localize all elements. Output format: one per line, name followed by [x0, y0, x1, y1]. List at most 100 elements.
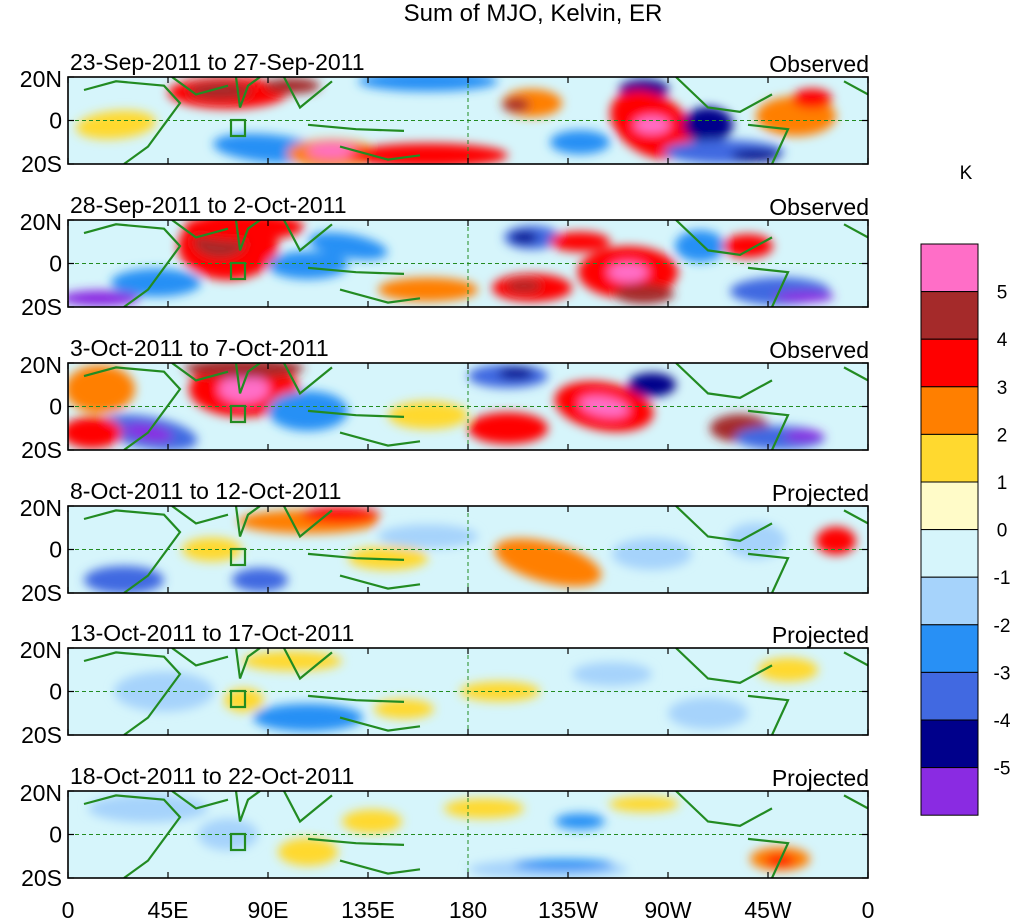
colorbar-swatch — [920, 624, 979, 673]
latitude-label: 20S — [21, 151, 62, 177]
map-panel-4: 8-Oct-2011 to 12-Oct-2011 Projected 20N 0 20… — [20, 478, 869, 606]
longitude-label: 90W — [644, 897, 692, 923]
coastlines — [83, 77, 868, 164]
field-blob — [358, 77, 498, 92]
colorbar-swatch — [920, 243, 979, 293]
field-blob — [634, 115, 670, 134]
field-blob — [300, 506, 380, 523]
coastline — [83, 794, 182, 878]
field-blob — [342, 809, 402, 834]
field-blob — [184, 220, 304, 241]
field-blob — [774, 290, 834, 303]
latitude-label: 0 — [49, 679, 62, 705]
longitude-label: 0 — [862, 897, 875, 923]
coastlines — [83, 220, 868, 307]
coastline — [307, 552, 405, 561]
colorbar-swatch — [920, 291, 979, 340]
coastline — [234, 363, 261, 394]
panel-status: Observed — [769, 337, 869, 363]
colorbar-label: 5 — [997, 283, 1008, 304]
panel-status: Observed — [769, 51, 869, 77]
colorbar-swatch — [920, 576, 979, 626]
colorbar-swatch — [920, 481, 979, 531]
field-blob — [444, 798, 524, 819]
coastline — [83, 80, 182, 164]
colorbar-swatch — [920, 671, 979, 721]
colorbar-swatch — [920, 719, 979, 769]
coastline — [675, 363, 773, 399]
field-blob — [378, 524, 478, 549]
colorbar-swatch — [920, 767, 979, 816]
field-blob — [268, 251, 348, 280]
field-blob — [628, 372, 676, 397]
field-blob — [278, 837, 338, 866]
coastline — [171, 363, 229, 382]
latitude-label: 0 — [49, 394, 62, 420]
field-blob — [460, 681, 540, 702]
coastline — [234, 220, 261, 251]
coastline — [171, 220, 229, 239]
latitude-label: 0 — [49, 822, 62, 848]
latitude-label: 0 — [49, 537, 62, 563]
coastline — [83, 651, 182, 735]
latitude-label: 0 — [49, 251, 62, 277]
coastlines — [83, 363, 868, 450]
latitude-label: 20N — [20, 780, 62, 806]
latitude-label: 20N — [20, 66, 62, 92]
field-blob — [68, 290, 140, 307]
field-blob — [348, 546, 428, 571]
coastline — [283, 77, 333, 110]
coastlines — [83, 648, 868, 735]
coastline — [307, 409, 405, 418]
field-blob — [550, 231, 610, 252]
field-blob — [68, 416, 122, 449]
field-blob — [758, 657, 818, 682]
field-blob — [374, 698, 434, 719]
coastline — [283, 506, 333, 539]
coastline — [339, 145, 421, 161]
coastline — [675, 77, 773, 113]
latitude-label: 20N — [20, 209, 62, 235]
longitude-label: 135W — [538, 897, 598, 923]
field-blob — [614, 283, 674, 304]
coastline — [747, 837, 790, 878]
coastline — [675, 220, 773, 256]
field-blob — [612, 537, 692, 570]
coastline — [339, 859, 421, 875]
coastline — [843, 509, 868, 525]
field-blob — [76, 110, 156, 140]
map-panel-1: 23-Sep-2011 to 27-Sep-2011 Observed 20N 0 20… — [20, 49, 869, 177]
longitude-label: 180 — [449, 897, 487, 923]
colorbar-label: 3 — [997, 378, 1008, 399]
panel-status: Observed — [769, 194, 869, 220]
field-blob — [675, 230, 725, 263]
colorbar-label: -5 — [994, 759, 1011, 780]
field-blob — [555, 813, 605, 830]
colorbar-label: 4 — [997, 330, 1008, 351]
colorbar-swatch — [920, 338, 979, 388]
field-blob — [816, 526, 856, 555]
coastline — [171, 77, 229, 96]
colorbar-label: -3 — [994, 663, 1011, 684]
coastline — [283, 220, 333, 253]
field-blob — [388, 401, 468, 430]
field-blob — [510, 231, 538, 244]
anomaly-field — [68, 220, 868, 307]
field-blob — [111, 268, 201, 297]
latitude-label: 0 — [49, 108, 62, 134]
latitude-label: 20N — [20, 352, 62, 378]
colorbar-label: 2 — [997, 425, 1008, 446]
field-blob — [609, 796, 679, 813]
colorbar-unit: K — [960, 163, 973, 184]
field-blob — [608, 262, 648, 283]
coastline — [747, 694, 790, 735]
field-blob — [198, 818, 258, 851]
longitude-axis: 0 45E 90E 135E 180 135W 90W 45W 0 — [62, 897, 875, 923]
latitude-label: 20N — [20, 637, 62, 663]
longitude-label: 45E — [148, 897, 189, 923]
field-blob — [308, 232, 388, 260]
coastline — [283, 648, 333, 681]
colorbar-label: -1 — [994, 568, 1011, 589]
coastline — [234, 77, 261, 108]
field-blob — [84, 565, 164, 593]
